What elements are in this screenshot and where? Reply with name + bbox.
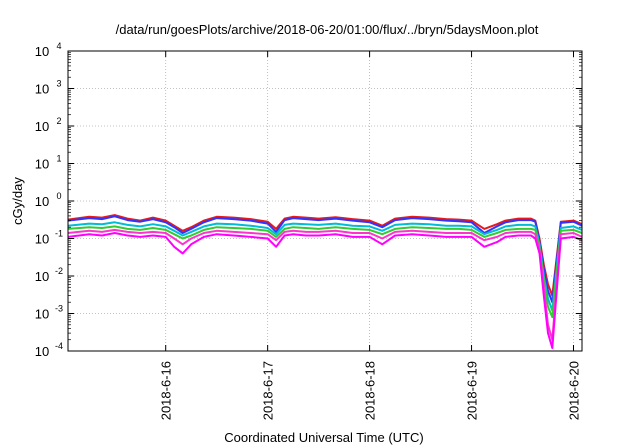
y-axis-label: cGy/day: [10, 177, 25, 225]
y-tick-exponent: 4: [56, 41, 61, 51]
grid: [68, 51, 582, 351]
y-tick-exponent: 0: [56, 191, 61, 201]
y-tick-exponent: 2: [56, 116, 61, 126]
y-tick-label: 10: [35, 157, 49, 172]
y-tick-label: 10: [35, 119, 49, 134]
series-line-2: [67, 215, 583, 304]
y-tick-label: 10: [35, 269, 49, 284]
y-tick-label: 10: [35, 232, 49, 247]
chart-title: /data/run/goesPlots/archive/2018-06-20/0…: [116, 22, 539, 37]
series-line-1: [67, 214, 583, 297]
y-tick-label: 10: [35, 344, 49, 359]
series-line-6: [67, 232, 583, 349]
y-tick-exponent: -2: [55, 266, 63, 276]
series-line-5: [67, 228, 583, 341]
x-tick-label: 2018-6-16: [159, 361, 174, 420]
ticks: 10 -4 10 -3 10 -2 10 -1 10 0 10 1 10 2 10 3 10 4 2018-6-16…: [35, 41, 582, 420]
x-axis-label: Coordinated Universal Time (UTC): [224, 430, 423, 445]
y-tick-label: 10: [35, 44, 49, 59]
x-tick-label: 2018-6-20: [567, 361, 582, 420]
y-tick-exponent: -3: [55, 304, 63, 314]
plot-frame: [67, 50, 583, 352]
y-tick-exponent: -4: [55, 341, 63, 351]
y-tick-label: 10: [35, 82, 49, 97]
series-line-4: [67, 225, 583, 319]
y-tick-label: 10: [35, 194, 49, 209]
x-tick-label: 2018-6-19: [465, 361, 480, 420]
x-tick-label: 2018-6-18: [363, 361, 378, 420]
y-tick-exponent: 3: [56, 79, 61, 89]
series-group: [67, 214, 583, 349]
series-line-3: [67, 221, 583, 312]
y-tick-exponent: 1: [56, 154, 61, 164]
y-tick-label: 10: [35, 307, 49, 322]
y-tick-exponent: -1: [55, 229, 63, 239]
x-tick-label: 2018-6-17: [261, 361, 276, 420]
